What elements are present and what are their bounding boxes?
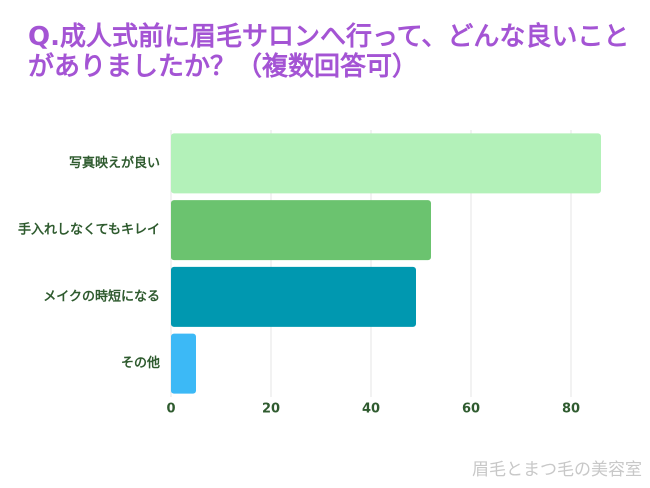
x-tick-label: 40: [362, 402, 380, 417]
x-tick-label: 20: [262, 402, 280, 417]
x-tick-label: 80: [562, 402, 580, 417]
watermark: 眉毛とまつ毛の美容室: [472, 460, 642, 480]
y-tick-label: メイクの時短になる: [43, 288, 160, 304]
bar: [171, 133, 601, 194]
bar: [171, 266, 416, 327]
y-tick-label: 写真映えが良い: [69, 155, 160, 171]
bar: [171, 333, 196, 394]
y-tick-label: 手入れしなくてもキレイ: [18, 222, 160, 238]
x-tick-label: 0: [166, 402, 175, 417]
y-tick-label: その他: [121, 355, 160, 371]
bar: [171, 200, 431, 261]
chart-title: Q.成人式前に眉毛サロンへ行って、どんな良いことがありましたか？（複数回答可）: [28, 22, 630, 82]
x-tick-label: 60: [462, 402, 480, 417]
